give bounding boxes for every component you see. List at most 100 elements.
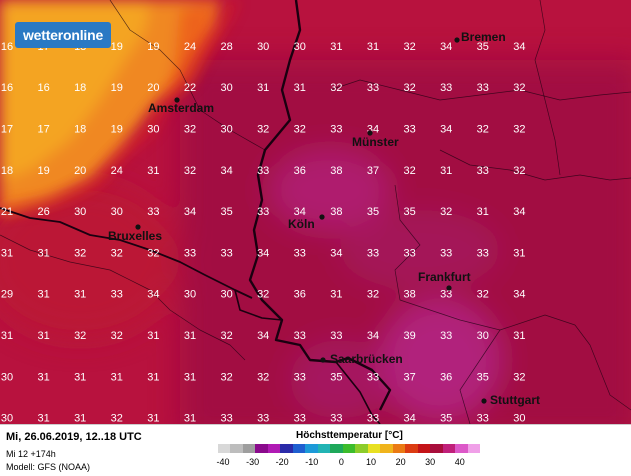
temperature-value: 32: [513, 371, 525, 383]
model-name: Modell: GFS (NOAA): [6, 462, 91, 472]
temperature-value: 33: [367, 371, 379, 383]
temperature-value: 31: [477, 206, 489, 218]
temperature-value: 33: [330, 330, 342, 342]
color-scale-tick: 20: [395, 457, 406, 467]
temperature-value: 33: [330, 124, 342, 136]
temperature-value: 31: [74, 289, 86, 301]
temperature-value: 30: [220, 82, 232, 94]
temperature-value: 31: [440, 165, 452, 177]
temperature-value: 36: [294, 289, 306, 301]
city-label-frankfurt[interactable]: Frankfurt: [418, 270, 471, 284]
temperature-value: 32: [403, 41, 415, 53]
temperature-value: 32: [330, 82, 342, 94]
temperature-value: 33: [257, 206, 269, 218]
temperature-value: 16: [1, 82, 13, 94]
temperature-value: 34: [220, 165, 232, 177]
temperature-value: 37: [367, 165, 379, 177]
temperature-value: 34: [330, 247, 342, 259]
color-scale-swatch: [355, 444, 369, 453]
temperature-value: 31: [147, 371, 159, 383]
temperature-value: 33: [147, 206, 159, 218]
temperature-value: 32: [257, 124, 269, 136]
temperature-value: 31: [147, 330, 159, 342]
color-scale-swatch: [230, 444, 244, 453]
temperature-value: 33: [403, 247, 415, 259]
temperature-value: 31: [37, 247, 49, 259]
temperature-value: 32: [403, 165, 415, 177]
temperature-value: 37: [403, 371, 415, 383]
temperature-value: 30: [74, 206, 86, 218]
city-label-saarbruecken[interactable]: Saarbrücken: [330, 352, 403, 366]
color-scale-ticks: -40 -30 -20 -10 0 10 20 30 40: [0, 457, 631, 469]
color-scale-tick: -10: [305, 457, 319, 467]
temperature-value: 34: [257, 330, 269, 342]
temperature-value: 32: [403, 82, 415, 94]
city-label-bremen[interactable]: Bremen: [461, 30, 506, 44]
color-scale-swatch: [242, 444, 256, 453]
city-label-amsterdam[interactable]: Amsterdam: [148, 101, 214, 115]
temperature-value: 19: [111, 124, 123, 136]
temperature-value: 32: [477, 124, 489, 136]
wetteronline-logo[interactable]: wetteronline: [15, 22, 111, 48]
temperature-value: 33: [294, 413, 306, 424]
temperature-value: 33: [257, 413, 269, 424]
city-dot: [320, 357, 326, 363]
city-markers: Bremen Amsterdam Münster Bruxelles Köln …: [108, 30, 540, 407]
temperature-values: 16 17 18 19 19 24 28 30 30 31 31 32 34 35 34 16 16 18 19 20…: [1, 41, 526, 424]
temperature-value: 30: [147, 124, 159, 136]
temperature-value: 19: [111, 41, 123, 53]
color-scale-swatch: [467, 444, 481, 453]
color-scale-swatch: [305, 444, 319, 453]
temperature-value: 30: [477, 330, 489, 342]
color-scale-swatch: [280, 444, 294, 453]
city-label-muenster[interactable]: Münster: [352, 135, 399, 149]
color-scale-swatch: [392, 444, 406, 453]
temperature-value: 33: [294, 371, 306, 383]
temperature-value: 31: [513, 247, 525, 259]
temperature-value: 33: [477, 165, 489, 177]
temperature-value: 30: [220, 289, 232, 301]
city-dot: [174, 97, 180, 103]
color-scale-tick: -30: [246, 457, 260, 467]
temperature-value: 32: [257, 371, 269, 383]
color-scale-swatch: [455, 444, 469, 453]
temperature-value: 32: [367, 289, 379, 301]
temperature-value: 31: [111, 371, 123, 383]
temperature-value: 30: [1, 413, 13, 424]
temperature-value: 19: [37, 165, 49, 177]
temperature-value: 30: [1, 371, 13, 383]
color-scale-bar: [218, 444, 481, 453]
temperature-value: 33: [367, 413, 379, 424]
city-label-koeln[interactable]: Köln: [288, 217, 315, 231]
temperature-map[interactable]: 16 17 18 19 19 24 28 30 30 31 31 32 34 35 34 16 16 18 19 20…: [0, 0, 631, 424]
temperature-value: 33: [477, 82, 489, 94]
temperature-value: 35: [403, 206, 415, 218]
temperature-value: 33: [477, 247, 489, 259]
temperature-value: 31: [37, 330, 49, 342]
temperature-value: 18: [74, 82, 86, 94]
temperature-value: 35: [477, 41, 489, 53]
temperature-value: 31: [184, 371, 196, 383]
temperature-value: 32: [220, 371, 232, 383]
temperature-value: 35: [477, 371, 489, 383]
temperature-value: 32: [74, 247, 86, 259]
temperature-value: 32: [111, 413, 123, 424]
temperature-value: 38: [330, 206, 342, 218]
temperature-value: 32: [513, 165, 525, 177]
city-label-bruxelles[interactable]: Bruxelles: [108, 229, 162, 243]
temperature-value: 34: [513, 41, 525, 53]
temperature-value: 31: [1, 330, 13, 342]
temperature-value: 32: [440, 206, 452, 218]
temperature-value: 34: [403, 413, 415, 424]
temperature-value: 32: [513, 124, 525, 136]
temperature-value: 33: [220, 247, 232, 259]
city-label-stuttgart[interactable]: Stuttgart: [490, 393, 540, 407]
color-scale-swatch: [342, 444, 356, 453]
temperature-value: 31: [367, 41, 379, 53]
temperature-value: 34: [184, 206, 196, 218]
temperature-value: 31: [330, 289, 342, 301]
temperature-value: 31: [1, 247, 13, 259]
temperature-value: 24: [184, 41, 196, 53]
temperature-value: 30: [257, 41, 269, 53]
color-scale-swatch: [292, 444, 306, 453]
